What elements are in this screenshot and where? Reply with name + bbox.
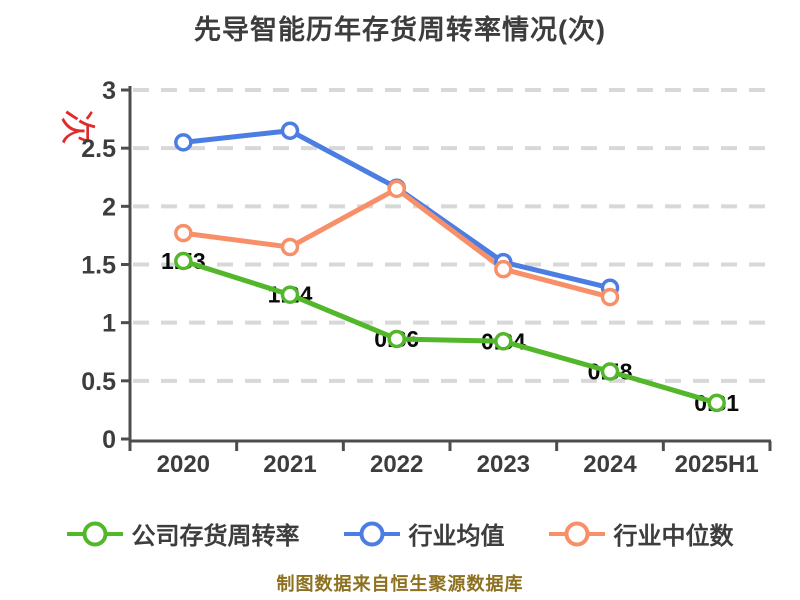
svg-text:2.5: 2.5: [81, 135, 116, 163]
svg-text:2025H1: 2025H1: [675, 451, 759, 478]
svg-text:2021: 2021: [263, 451, 316, 478]
svg-text:1: 1: [102, 310, 116, 338]
industry-median-legend-marker-icon: [548, 521, 605, 546]
legend-label: 行业均值: [408, 523, 505, 550]
svg-text:3: 3: [102, 77, 116, 105]
industry-average-legend-marker-icon: [343, 521, 400, 546]
company-turnover-legend-marker-icon: [66, 521, 123, 546]
legend-item-industry-median: 行业中位数: [548, 516, 734, 551]
svg-text:2: 2: [102, 193, 116, 221]
data-source-note: 制图数据来自恒生聚源数据库: [276, 574, 524, 594]
svg-text:1.5: 1.5: [81, 252, 116, 280]
svg-text:2020: 2020: [157, 451, 210, 478]
svg-text:0: 0: [102, 426, 116, 454]
legend-label: 公司存货周转率: [131, 523, 300, 550]
svg-text:2023: 2023: [477, 451, 530, 478]
legend-label: 行业中位数: [613, 523, 734, 550]
line-chart: 00.511.522.53202020212022202320242025H11…: [81, 77, 772, 478]
svg-text:0.5: 0.5: [81, 368, 116, 396]
legend-item-company-turnover: 公司存货周转率: [66, 516, 300, 551]
svg-text:2024: 2024: [583, 451, 637, 478]
chart-title: 先导智能历年存货周转率情况(次): [194, 15, 606, 45]
svg-text:2022: 2022: [370, 451, 423, 478]
chart-legend: 公司存货周转率 行业均值 行业中位数: [0, 516, 800, 551]
legend-item-industry-average: 行业均值: [343, 516, 505, 551]
